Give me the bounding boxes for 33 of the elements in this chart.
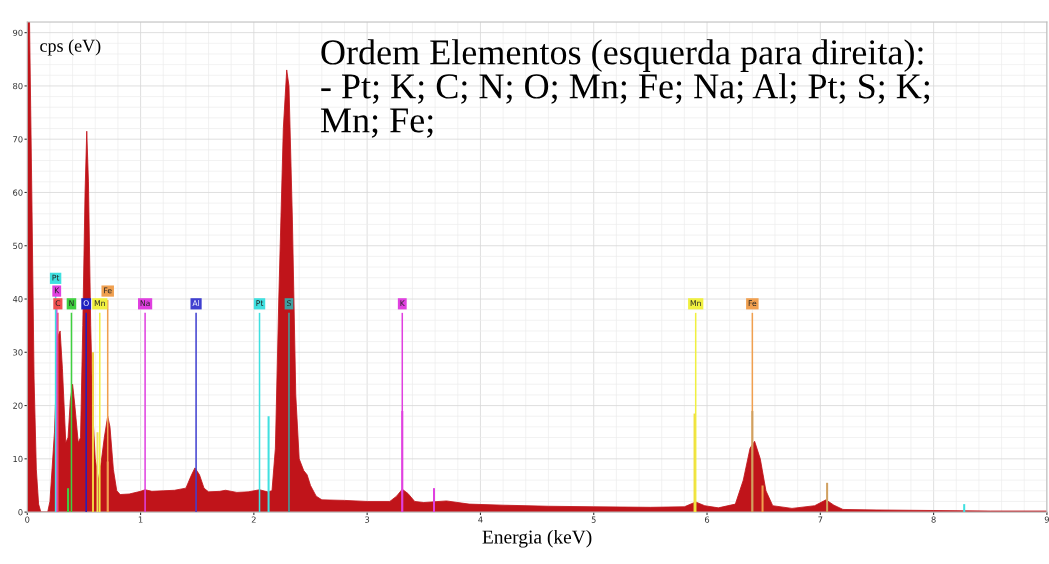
x-tick-label: 8 bbox=[931, 516, 936, 523]
bar bbox=[96, 432, 99, 513]
bar bbox=[761, 485, 764, 513]
x-tick-label: 4 bbox=[478, 516, 483, 523]
y-tick-label: 50 bbox=[13, 242, 23, 250]
y-tick-label: 30 bbox=[13, 349, 23, 356]
x-tick-label: 0 bbox=[25, 516, 30, 523]
bar bbox=[432, 488, 436, 513]
bar bbox=[693, 413, 696, 513]
y-tick-label: 20 bbox=[13, 402, 23, 409]
y-tick-label: 70 bbox=[13, 136, 23, 143]
y-tick-label: 40 bbox=[12, 296, 23, 303]
y-tick-label: 80 bbox=[13, 82, 23, 90]
x-tick-label: 6 bbox=[704, 516, 710, 523]
y-tick-label: 60 bbox=[13, 189, 23, 196]
y-tick-label: 10 bbox=[13, 455, 23, 463]
bar bbox=[91, 352, 94, 513]
x-tick-label: 7 bbox=[818, 516, 823, 523]
y-tick-label: 90 bbox=[13, 29, 23, 36]
bar bbox=[67, 488, 70, 513]
bar bbox=[267, 416, 270, 513]
bar bbox=[826, 482, 829, 513]
bar bbox=[751, 410, 754, 513]
annotation: Ordem Elementos (esquerda para direita): - Pt; K; C; N; O; Mn; Fe; Na; Al; Pt; S; K; Mn; Fe; bbox=[320, 39, 930, 138]
bar bbox=[963, 504, 966, 513]
x-tick-label: 5 bbox=[591, 516, 596, 523]
x-tick-label: 1 bbox=[138, 516, 143, 523]
x-axis-title: Energia (keV) bbox=[482, 529, 592, 548]
y-axis-title: cps (eV) bbox=[40, 39, 101, 56]
x-tick-label: 9 bbox=[1044, 516, 1049, 523]
x-tick-label: 2 bbox=[251, 516, 256, 523]
x-tick-label: 3 bbox=[365, 516, 370, 523]
y-tick-label: 0 bbox=[18, 509, 23, 516]
